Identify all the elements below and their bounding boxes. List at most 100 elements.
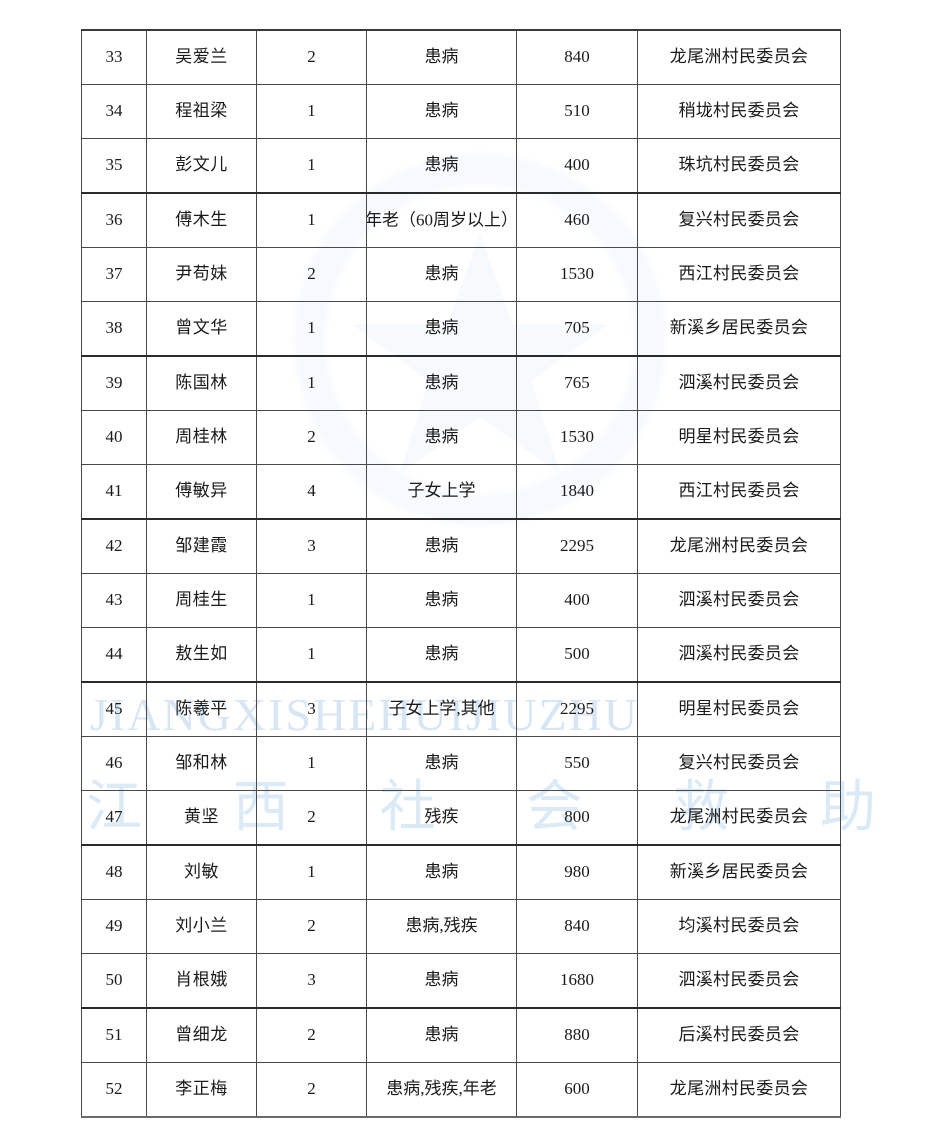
table-cell-amount: 600	[516, 1062, 638, 1118]
table-cell-name: 尹苟妹	[146, 247, 257, 302]
table-cell-name: 邹和林	[146, 736, 257, 791]
table-cell-organization: 均溪村民委员会	[637, 899, 841, 954]
table-cell-index: 36	[81, 192, 147, 248]
table-cell-people: 1	[256, 301, 367, 357]
table-cell-organization: 新溪乡居民委员会	[637, 301, 841, 357]
table-row: 35 彭文儿 1 患病 400 珠坑村民委员会	[81, 138, 841, 194]
table-cell-reason-overflow-text: 年老（60周岁以上）	[366, 210, 517, 230]
table-cell-organization: 复兴村民委员会	[637, 736, 841, 791]
table-cell-index: 47	[81, 790, 147, 846]
table-cell-people: 1	[256, 844, 367, 900]
table-cell-index: 50	[81, 953, 147, 1009]
table-cell-people: 3	[256, 681, 367, 737]
table-row: 49 刘小兰 2 患病,残疾 840 均溪村民委员会	[81, 899, 841, 954]
table-cell-amount: 400	[516, 138, 638, 194]
table-cell-name: 周桂林	[146, 410, 257, 465]
table-cell-amount: 2295	[516, 681, 638, 737]
table-cell-people: 1	[256, 84, 367, 139]
table-cell-reason: 患病	[366, 84, 517, 139]
table-row: 46 邹和林 1 患病 550 复兴村民委员会	[81, 736, 841, 791]
table-cell-organization: 泗溪村民委员会	[637, 355, 841, 411]
table-cell-people: 1	[256, 192, 367, 248]
table-cell-index: 46	[81, 736, 147, 791]
table-cell-amount: 400	[516, 573, 638, 628]
table-row: 44 敖生如 1 患病 500 泗溪村民委员会	[81, 627, 841, 683]
table-cell-people: 3	[256, 518, 367, 574]
table-cell-index: 52	[81, 1062, 147, 1118]
table-row: 41 傅敏异 4 子女上学 1840 西江村民委员会	[81, 464, 841, 520]
table-cell-organization: 龙尾洲村民委员会	[637, 1062, 841, 1118]
table-cell-amount: 2295	[516, 518, 638, 574]
table-cell-index: 34	[81, 84, 147, 139]
table-cell-name: 陈国林	[146, 355, 257, 411]
table-cell-index: 45	[81, 681, 147, 737]
table-cell-name: 傅木生	[146, 192, 257, 248]
table-cell-name: 邹建霞	[146, 518, 257, 574]
table-cell-organization: 龙尾洲村民委员会	[637, 29, 841, 85]
table-cell-people: 1	[256, 355, 367, 411]
table-cell-name: 彭文儿	[146, 138, 257, 194]
table-cell-reason: 患病	[366, 844, 517, 900]
table-cell-reason: 患病	[366, 138, 517, 194]
table-cell-people: 2	[256, 1007, 367, 1063]
table-row: 42 邹建霞 3 患病 2295 龙尾洲村民委员会	[81, 518, 841, 574]
table-cell-organization: 新溪乡居民委员会	[637, 844, 841, 900]
table-cell-reason: 患病	[366, 953, 517, 1009]
table-cell-reason: 患病	[366, 247, 517, 302]
table-cell-reason: 子女上学	[366, 464, 517, 520]
table-cell-name: 刘敏	[146, 844, 257, 900]
table-cell-index: 48	[81, 844, 147, 900]
table-cell-index: 33	[81, 29, 147, 85]
table-cell-people: 2	[256, 247, 367, 302]
table-row: 51 曾细龙 2 患病 880 后溪村民委员会	[81, 1007, 841, 1063]
table-cell-reason: 患病	[366, 29, 517, 85]
table-cell-organization: 稍垅村民委员会	[637, 84, 841, 139]
table-cell-amount: 1680	[516, 953, 638, 1009]
table-row: 33 吴爱兰 2 患病 840 龙尾洲村民委员会	[81, 29, 841, 85]
document-table-container: 33 吴爱兰 2 患病 840 龙尾洲村民委员会 34 程祖梁 1 患病 510 稍垅村民委员会 35 彭…	[81, 29, 841, 1118]
table-cell-organization: 泗溪村民委员会	[637, 573, 841, 628]
table-cell-reason: 患病	[366, 301, 517, 357]
table-cell-reason: 患病	[366, 627, 517, 683]
table-cell-amount: 840	[516, 899, 638, 954]
table-cell-organization: 西江村民委员会	[637, 464, 841, 520]
table-cell-people: 3	[256, 953, 367, 1009]
table-cell-reason: 患病	[366, 355, 517, 411]
table-cell-reason: 患病	[366, 410, 517, 465]
table-cell-index: 42	[81, 518, 147, 574]
table-cell-amount: 705	[516, 301, 638, 357]
table-cell-organization: 龙尾洲村民委员会	[637, 790, 841, 846]
table-cell-people: 2	[256, 1062, 367, 1118]
table-cell-reason: 年老（60周岁以上）	[366, 192, 517, 248]
table-cell-name: 程祖梁	[146, 84, 257, 139]
table-cell-organization: 西江村民委员会	[637, 247, 841, 302]
table-cell-amount: 1840	[516, 464, 638, 520]
table-cell-index: 37	[81, 247, 147, 302]
table-cell-index: 39	[81, 355, 147, 411]
table-cell-amount: 500	[516, 627, 638, 683]
table-cell-reason: 患病	[366, 518, 517, 574]
table-cell-people: 4	[256, 464, 367, 520]
table-cell-amount: 510	[516, 84, 638, 139]
table-row: 37 尹苟妹 2 患病 1530 西江村民委员会	[81, 247, 841, 302]
table-cell-index: 49	[81, 899, 147, 954]
table-cell-name: 吴爱兰	[146, 29, 257, 85]
table-body: 33 吴爱兰 2 患病 840 龙尾洲村民委员会 34 程祖梁 1 患病 510 稍垅村民委员会 35 彭…	[81, 29, 841, 1118]
table-cell-index: 41	[81, 464, 147, 520]
table-row: 47 黄坚 2 残疾 800 龙尾洲村民委员会	[81, 790, 841, 846]
table-row: 40 周桂林 2 患病 1530 明星村民委员会	[81, 410, 841, 465]
table-cell-name: 黄坚	[146, 790, 257, 846]
table-cell-amount: 1530	[516, 410, 638, 465]
table-cell-people: 2	[256, 29, 367, 85]
table-cell-people: 2	[256, 410, 367, 465]
table-cell-reason: 患病,残疾,年老	[366, 1062, 517, 1118]
table-row: 45 陈羲平 3 子女上学,其他 2295 明星村民委员会	[81, 681, 841, 737]
table-cell-amount: 880	[516, 1007, 638, 1063]
table-row: 38 曾文华 1 患病 705 新溪乡居民委员会	[81, 301, 841, 357]
table-row: 50 肖根娥 3 患病 1680 泗溪村民委员会	[81, 953, 841, 1009]
table-cell-amount: 550	[516, 736, 638, 791]
table-cell-reason: 患病,残疾	[366, 899, 517, 954]
table-cell-name: 曾细龙	[146, 1007, 257, 1063]
table-cell-organization: 泗溪村民委员会	[637, 627, 841, 683]
table-row: 48 刘敏 1 患病 980 新溪乡居民委员会	[81, 844, 841, 900]
